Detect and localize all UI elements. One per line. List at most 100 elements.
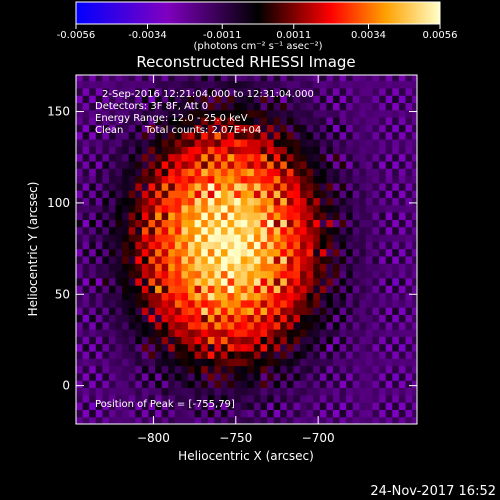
- heatmap-cell: [253, 409, 262, 418]
- heatmap-cell: [372, 80, 380, 89]
- heatmap-cell: [286, 402, 295, 410]
- heatmap-cell: [293, 233, 301, 242]
- heatmap-cell: [332, 168, 341, 177]
- heatmap-cell: [398, 87, 407, 96]
- heatmap-cell: [412, 109, 417, 118]
- heatmap-cell: [372, 212, 380, 220]
- heatmap-cell: [148, 336, 156, 345]
- heatmap-cell: [280, 321, 288, 330]
- heatmap-cell: [220, 175, 229, 184]
- heatmap-cell: [352, 321, 360, 330]
- heatmap-cell: [260, 109, 268, 118]
- heatmap-cell: [267, 95, 275, 104]
- heatmap-cell: [220, 277, 229, 286]
- heatmap-cell: [379, 80, 387, 89]
- heatmap-cell: [300, 75, 308, 82]
- heatmap-cell: [148, 124, 156, 133]
- heatmap-cell: [267, 321, 275, 330]
- heatmap-cell: [247, 314, 255, 323]
- heatmap-cell: [82, 321, 90, 330]
- heatmap-cell: [102, 270, 110, 279]
- heatmap-cell: [332, 343, 341, 352]
- heatmap-cell: [392, 131, 400, 140]
- heatmap-cell: [227, 394, 235, 403]
- heatmap-cell: [122, 409, 130, 418]
- heatmap-cell: [300, 336, 308, 345]
- heatmap-cell: [102, 233, 110, 242]
- heatmap-cell: [260, 124, 268, 133]
- heatmap-cell: [148, 117, 156, 125]
- heatmap-cell: [365, 416, 374, 424]
- heatmap-cell: [286, 175, 295, 184]
- heatmap-cell: [108, 314, 117, 323]
- heatmap-cell: [405, 233, 413, 242]
- heatmap-cell: [379, 270, 387, 279]
- heatmap-cell: [293, 124, 301, 133]
- heatmap-cell: [220, 285, 229, 294]
- heatmap-cell: [102, 248, 110, 257]
- heatmap-cell: [188, 168, 196, 177]
- heatmap-cell: [181, 248, 189, 257]
- heatmap-cell: [273, 372, 281, 381]
- heatmap-cell: [115, 190, 123, 199]
- heatmap-cell: [319, 80, 327, 89]
- heatmap-cell: [346, 168, 354, 177]
- heatmap-cell: [155, 387, 163, 396]
- heatmap-cell: [148, 102, 156, 111]
- heatmap-cell: [260, 255, 268, 264]
- heatmap-cell: [398, 263, 407, 272]
- heatmap-cell: [108, 343, 117, 352]
- heatmap-cell: [293, 204, 301, 213]
- heatmap-cell: [234, 219, 242, 228]
- heatmap-cell: [339, 387, 347, 396]
- heatmap-cell: [365, 182, 374, 191]
- heatmap-cell: [260, 102, 268, 111]
- heatmap-cell: [273, 146, 281, 155]
- heatmap-cell: [201, 336, 209, 345]
- heatmap-cell: [115, 292, 123, 301]
- heatmap-cell: [174, 365, 183, 374]
- heatmap-cell: [326, 307, 334, 315]
- heatmap-cell: [273, 109, 281, 118]
- heatmap-cell: [122, 87, 130, 96]
- heatmap-cell: [280, 95, 288, 104]
- heatmap-cell: [313, 270, 321, 279]
- heatmap-cell: [122, 131, 130, 140]
- heatmap-cell: [379, 219, 387, 228]
- heatmap-cell: [227, 168, 235, 177]
- heatmap-cell: [135, 75, 143, 82]
- heatmap-cell: [392, 372, 400, 381]
- heatmap-cell: [89, 409, 97, 418]
- heatmap-cell: [76, 416, 84, 424]
- heatmap-cell: [227, 95, 235, 104]
- heatmap-cell: [227, 343, 235, 352]
- heatmap-cell: [89, 146, 97, 155]
- heatmap-cell: [188, 372, 196, 381]
- heatmap-cell: [306, 416, 314, 424]
- heatmap-cell: [89, 212, 97, 220]
- heatmap-cell: [214, 380, 222, 389]
- heatmap-cell: [155, 416, 163, 424]
- heatmap-cell: [168, 168, 176, 177]
- heatmap-cell: [332, 307, 341, 315]
- heatmap-cell: [398, 160, 407, 169]
- heatmap-cell: [359, 168, 367, 177]
- heatmap-cell: [181, 394, 189, 403]
- heatmap-cell: [115, 87, 123, 96]
- heatmap-cell: [267, 102, 275, 111]
- heatmap-cell: [339, 270, 347, 279]
- heatmap-cell: [207, 160, 215, 169]
- heatmap-cell: [260, 285, 268, 294]
- heatmap-cell: [306, 328, 314, 337]
- heatmap-cell: [207, 197, 215, 206]
- heatmap-cell: [267, 87, 275, 96]
- heatmap-cell: [273, 409, 281, 418]
- heatmap-cell: [332, 109, 341, 118]
- heatmap-cell: [207, 292, 215, 301]
- heatmap-cell: [95, 365, 103, 374]
- heatmap-cell: [174, 285, 183, 294]
- heatmap-cell: [161, 182, 169, 191]
- heatmap-cell: [214, 358, 222, 367]
- heatmap-cell: [95, 380, 103, 389]
- heatmap-cell: [293, 219, 301, 228]
